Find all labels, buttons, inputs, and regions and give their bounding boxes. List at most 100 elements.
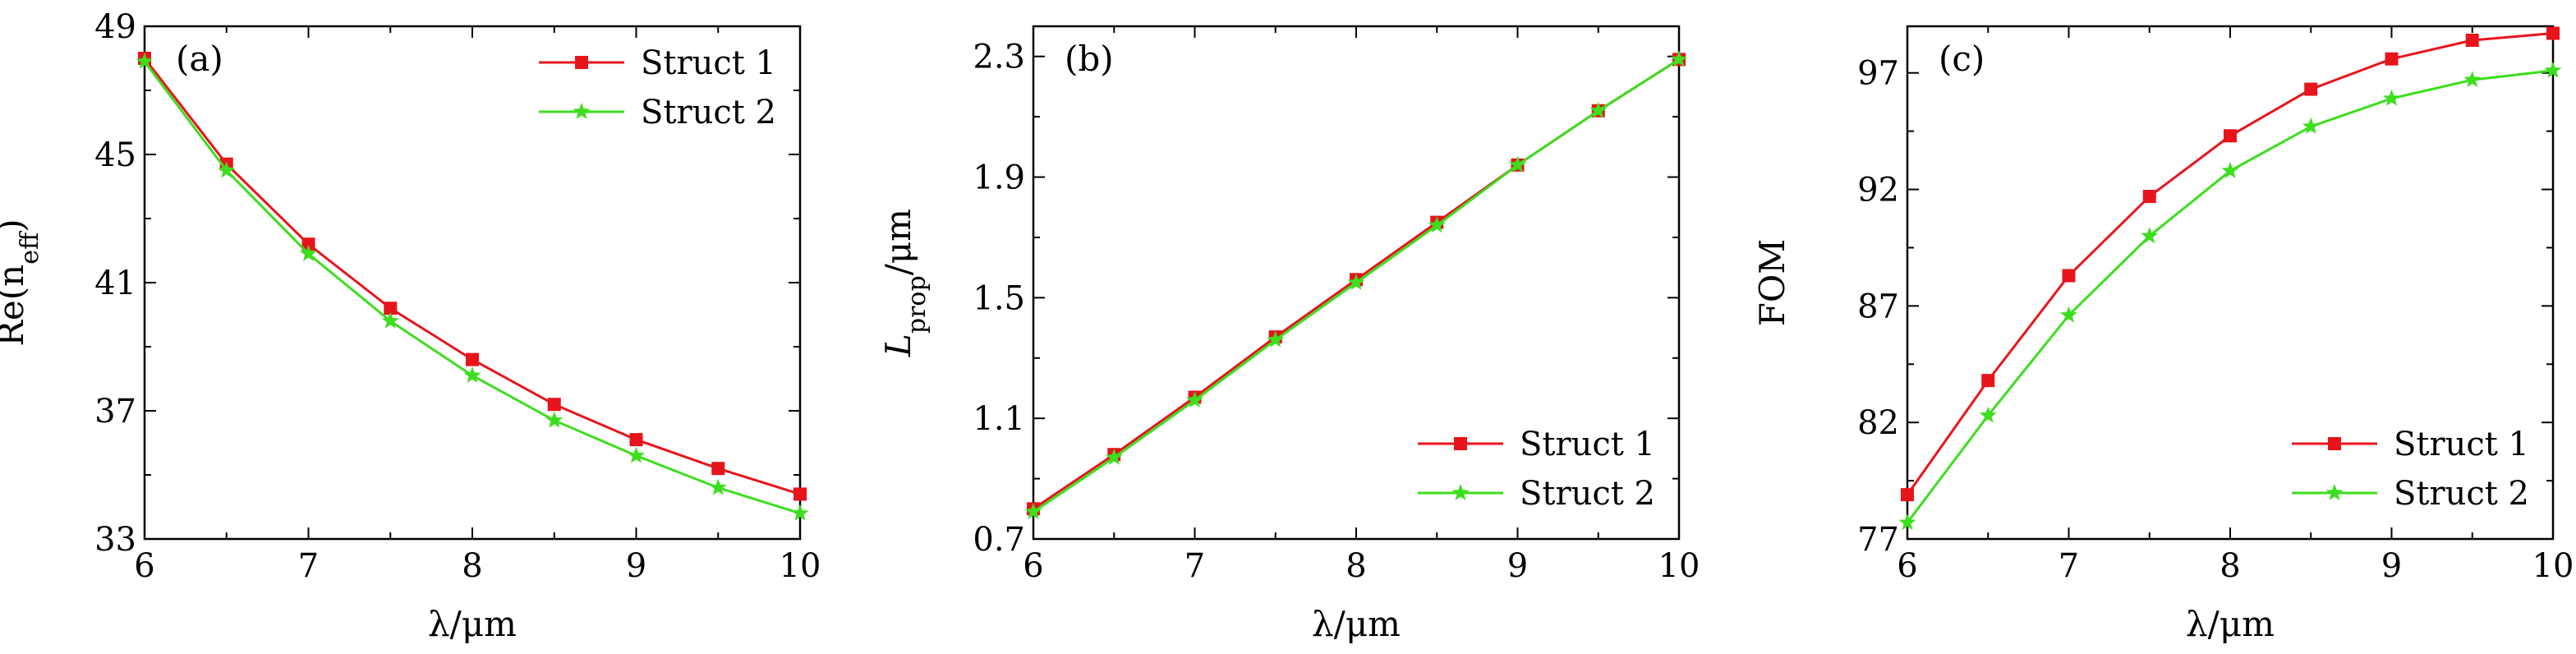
data-point-s1: [1981, 374, 1995, 388]
x-axis-title: λ/μm: [428, 604, 517, 644]
data-point-s1: [2465, 34, 2479, 48]
legend-label: Struct 1: [641, 44, 776, 82]
data-point-s2: [1589, 101, 1608, 118]
x-axis-title: λ/μm: [1312, 604, 1401, 644]
x-tick-label: 7: [1184, 547, 1205, 585]
y-tick-label: 87: [1857, 288, 1899, 325]
y-tick-label: 97: [1857, 55, 1899, 93]
data-point-s2: [2544, 61, 2562, 78]
data-point-s2: [628, 446, 645, 463]
y-axis-title: Lprop/μm: [878, 209, 932, 357]
data-point-s2: [2383, 89, 2400, 106]
x-tick-label: 10: [2532, 547, 2574, 585]
x-tick-label: 8: [1346, 547, 1366, 585]
data-point-s2: [545, 411, 564, 428]
data-point-s2: [2463, 71, 2482, 88]
data-point-s2: [1105, 448, 1123, 465]
data-point-s1: [547, 398, 561, 412]
data-point-s1: [2304, 82, 2318, 96]
y-tick-label: 37: [94, 393, 136, 431]
y-tick-label: 92: [1857, 172, 1899, 210]
x-tick-label: 6: [1897, 547, 1917, 585]
y-tick-label: 41: [94, 265, 136, 302]
legend-label: Struct 1: [2394, 426, 2529, 463]
data-point-s2: [791, 504, 809, 521]
chart-panel-1: 6 7 8 9 10 33 37 41 45 49 λ/μm Re(neff) (a) Struct 1 S…: [0, 8, 821, 644]
y-tick-label: 1.9: [973, 159, 1025, 197]
y-tick-label: 2.3: [973, 39, 1025, 76]
y-axis-title: Re(neff): [0, 219, 44, 346]
legend-item: Struct 2: [539, 94, 776, 131]
y-axis-title-subscript: eff: [16, 230, 44, 265]
data-point-s1: [2546, 26, 2560, 40]
legend-item: Struct 1: [539, 44, 776, 82]
data-point-s2: [463, 366, 481, 383]
panel-label: (c): [1939, 39, 1985, 79]
panel-label: (b): [1065, 39, 1114, 79]
x-tick-label: 8: [2220, 547, 2240, 585]
data-point-s1: [629, 433, 643, 447]
data-point-s1: [384, 302, 398, 315]
x-tick-label: 9: [2381, 547, 2402, 585]
x-tick-label: 10: [780, 547, 821, 585]
legend-marker: [2325, 484, 2344, 500]
y-tick-label: 1.5: [973, 279, 1025, 317]
data-point-s2: [1347, 274, 1365, 290]
chart-panel-3: 6 7 8 9 10 77 82 87 92 97 λ/μm FOM (c) Struct 1 Struct…: [1752, 25, 2574, 644]
x-tick-label: 6: [1023, 547, 1043, 585]
data-point-s1: [2224, 129, 2237, 143]
data-point-s2: [136, 52, 154, 69]
panel-label: (a): [176, 39, 223, 79]
y-tick-label: 1.1: [973, 400, 1025, 438]
legend-marker: [1454, 437, 1467, 450]
data-point-s1: [2062, 269, 2076, 283]
x-tick-label: 10: [1658, 547, 1700, 585]
y-axis-title-suffix: /μm: [878, 209, 918, 275]
x-tick-label: 7: [2058, 547, 2079, 585]
y-axis-title-subscript: prop: [903, 275, 932, 334]
y-tick-label: 49: [94, 8, 136, 46]
data-point-s2: [2302, 117, 2320, 134]
y-axis-title: FOM: [1752, 239, 1792, 327]
y-axis-title-main: Re(n: [0, 265, 31, 347]
y-tick-label: 33: [94, 521, 136, 559]
legend-item: Struct 1: [2292, 426, 2529, 463]
legend-marker: [1451, 484, 1470, 500]
legend-item: Struct 2: [1418, 475, 1655, 513]
chart-panel-2: 6 7 8 9 10 0.7 1.1 1.5 1.9 2.3 λ/μm Lprop/μm (b) Stru…: [878, 25, 1700, 644]
legend-marker: [575, 56, 588, 69]
data-point-s1: [466, 352, 479, 366]
data-point-s2: [709, 478, 727, 495]
data-point-s2: [1509, 155, 1526, 173]
data-point-s2: [381, 311, 399, 329]
data-point-s2: [1670, 50, 1688, 67]
legend-label: Struct 1: [1520, 426, 1655, 463]
y-axis-title-main: L: [878, 334, 918, 357]
data-point-s1: [794, 487, 807, 501]
x-tick-label: 7: [298, 547, 319, 585]
x-tick-label: 9: [626, 547, 646, 585]
legend-item: Struct 1: [1418, 426, 1655, 463]
data-point-s1: [711, 462, 725, 476]
legend-label: Struct 2: [2394, 475, 2529, 513]
data-point-s2: [1979, 406, 1997, 423]
data-point-s2: [1024, 503, 1042, 519]
legend-label: Struct 2: [641, 94, 776, 131]
x-axis-title: λ/μm: [2186, 604, 2275, 644]
data-point-s2: [1186, 391, 1203, 408]
data-point-s2: [2221, 161, 2239, 178]
data-point-s2: [2060, 306, 2077, 323]
y-axis-title-suffix: ): [0, 219, 31, 232]
x-tick-label: 8: [462, 547, 482, 585]
y-tick-label: 82: [1857, 404, 1899, 442]
data-point-s1: [301, 237, 315, 251]
y-axis-title-main: FOM: [1752, 239, 1792, 327]
legend-marker: [2328, 437, 2341, 450]
legend-label: Struct 2: [1520, 475, 1655, 513]
data-point-s2: [1267, 330, 1285, 348]
y-tick-label: 0.7: [973, 521, 1025, 559]
x-tick-label: 6: [134, 547, 154, 585]
data-point-s1: [1901, 488, 1914, 502]
legend-item: Struct 2: [2292, 475, 2529, 513]
